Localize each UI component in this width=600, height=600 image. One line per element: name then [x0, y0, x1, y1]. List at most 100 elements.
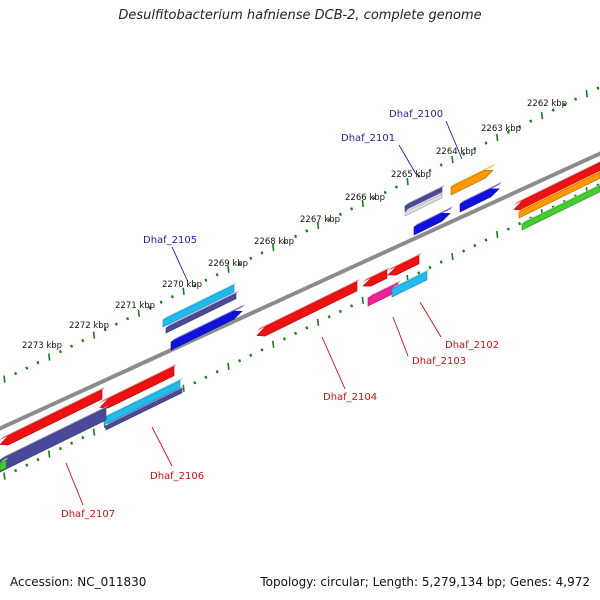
outer-minor-tick [562, 103, 566, 107]
gene-outline [0, 407, 107, 473]
genome-backbone [0, 151, 600, 431]
inner-minor-tick [305, 326, 309, 330]
kbp-label: 2264 kbp [436, 147, 476, 157]
outer-minor-tick [473, 146, 477, 151]
gene-top-face [0, 405, 109, 460]
gene-blue-2101 [413, 206, 453, 236]
outer-minor-tick [417, 174, 421, 178]
inner-major-tick [3, 472, 6, 480]
gene-dhaf-2105-b [165, 290, 239, 334]
kbp-label: 2265 kbp [391, 170, 431, 180]
gene-red-small-b [387, 252, 422, 276]
gene-outline [450, 170, 494, 196]
gene-top-face [451, 163, 496, 187]
gene-body [460, 188, 499, 212]
gene-body [368, 283, 398, 306]
outer-tick-track [3, 86, 600, 383]
inner-minor-tick [204, 375, 208, 379]
gene-body [405, 193, 442, 216]
outer-minor-tick [36, 360, 40, 365]
outer-minor-tick [204, 278, 208, 282]
gene-body [171, 311, 242, 350]
inner-minor-tick [25, 463, 29, 467]
gene-green-lower-right [521, 184, 600, 231]
outer-major-tick [272, 243, 275, 251]
gene-top-face [388, 252, 422, 271]
outer-minor-tick [305, 229, 309, 233]
backbone-line [0, 151, 600, 431]
inner-major-tick [92, 428, 96, 436]
outer-minor-tick [170, 295, 174, 299]
leader-line [445, 120, 463, 160]
gene-outline [99, 366, 175, 409]
gene-top-face [392, 268, 430, 289]
outer-minor-tick [103, 328, 107, 332]
gene-top-face [414, 206, 453, 227]
kbp-label: 2269 kbp [208, 259, 248, 269]
outer-minor-tick [215, 273, 219, 277]
gene-outline [170, 310, 243, 351]
outer-minor-tick [70, 344, 74, 348]
gene-outline [413, 212, 451, 236]
outer-minor-tick [350, 207, 354, 211]
kbp-label: 2268 kbp [254, 237, 294, 247]
accession-text: Accession: NC_011830 [10, 575, 147, 589]
outer-minor-tick [327, 218, 331, 222]
gene-orange-lower-right [518, 170, 600, 219]
gene-top-face [405, 190, 445, 212]
gene-body [388, 255, 419, 276]
outer-minor-tick [462, 152, 466, 156]
inner-major-tick [182, 384, 185, 392]
gene-blue-upper-left [170, 304, 245, 351]
gene-dhaf-2102 [391, 268, 430, 298]
gene-body [363, 270, 387, 287]
gene-top-face [171, 304, 245, 342]
inner-minor-tick [249, 353, 253, 357]
inner-minor-tick [215, 370, 219, 374]
gene-top-face [368, 280, 401, 298]
outer-minor-tick [114, 322, 118, 326]
outer-minor-tick [260, 251, 264, 255]
topology-text: Topology: circular; Length: 5,279,134 bp… [260, 575, 590, 589]
outer-minor-tick [383, 190, 387, 195]
leader-line [419, 301, 442, 338]
gene-dhaf-2106-stripe [105, 385, 185, 431]
outer-minor-tick [428, 168, 432, 173]
gene-top-face [460, 181, 502, 204]
gene-body [0, 408, 106, 472]
inner-minor-tick [473, 243, 477, 248]
gene-features [0, 161, 600, 473]
outer-minor-tick [238, 262, 242, 266]
gene-top-face [0, 457, 9, 463]
gene-dhaf-2104 [256, 279, 360, 337]
outer-minor-tick [148, 306, 152, 310]
kbp-label: 2263 kbp [481, 124, 521, 134]
outer-minor-tick [506, 130, 510, 134]
gene-label: Dhaf_2102 [445, 340, 499, 351]
gene-top-face [166, 290, 239, 328]
gene-body [522, 185, 600, 230]
kbp-scale-labels: 2262 kbp 2263 kbp 2264 kbp 2265 kbp 2266 kbp… [22, 99, 567, 351]
outer-minor-tick [14, 371, 18, 376]
inner-major-tick [361, 296, 364, 305]
outer-minor-tick [25, 366, 29, 370]
outer-minor-tick [484, 141, 488, 145]
leader-line [65, 462, 84, 506]
inner-minor-tick [327, 315, 331, 319]
gene-body [414, 213, 450, 235]
kbp-label: 2271 kbp [115, 301, 155, 311]
inner-minor-tick [260, 348, 264, 352]
gene-body [451, 170, 493, 195]
outer-major-tick [3, 375, 6, 383]
outer-major-tick [585, 90, 588, 98]
gene-label: Dhaf_2105 [143, 235, 197, 246]
outer-minor-tick [439, 163, 443, 167]
gene-body [163, 285, 234, 327]
inner-major-tick [496, 230, 499, 239]
outer-major-tick [92, 331, 96, 339]
gene-top-face [106, 385, 185, 426]
inner-major-tick [316, 318, 320, 326]
inner-minor-tick [36, 457, 40, 462]
gene-top-face [100, 363, 177, 403]
